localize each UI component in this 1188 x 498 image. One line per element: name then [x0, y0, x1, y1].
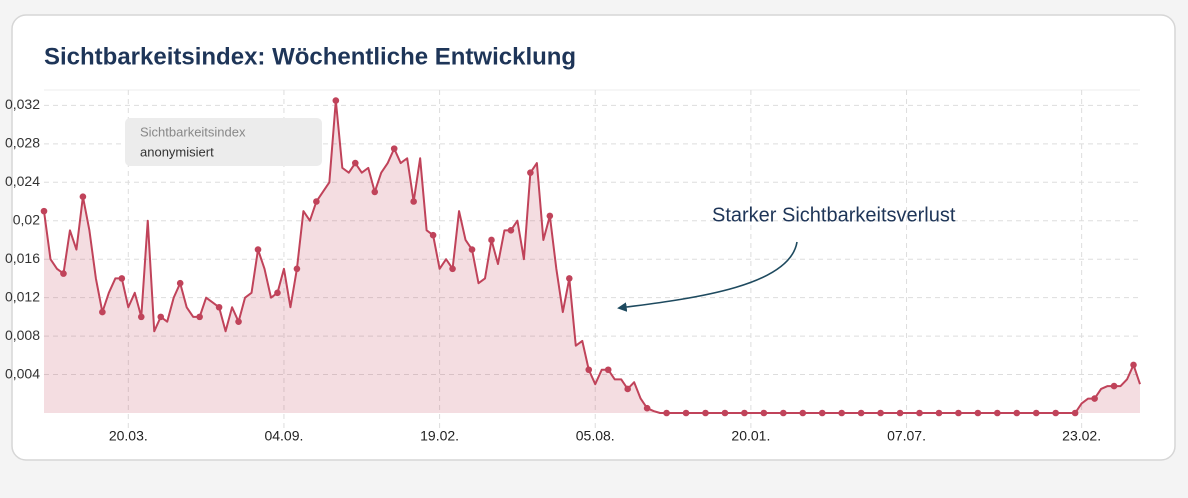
point [760, 409, 768, 417]
legend-label: Sichtbarkeitsindex [140, 124, 246, 139]
point [371, 188, 379, 196]
x-tick-label: 20.03. [109, 428, 148, 444]
point [410, 198, 417, 205]
point [99, 308, 106, 316]
y-tick-label: 0,032 [5, 96, 40, 112]
x-tick-label: 19.02. [420, 428, 459, 444]
point [799, 409, 807, 417]
point [1052, 409, 1059, 417]
y-tick-label: 0,02 [13, 211, 40, 227]
y-tick-label: 0,016 [5, 250, 40, 266]
point [877, 409, 884, 417]
point [838, 409, 845, 417]
point [468, 246, 476, 253]
point [527, 169, 534, 176]
point [488, 236, 495, 244]
x-tick-label: 05.08. [576, 428, 615, 444]
point [896, 409, 904, 417]
x-tick-label: 04.09. [264, 428, 303, 444]
point [332, 97, 340, 104]
y-tick-label: 0,008 [5, 327, 40, 343]
x-tick-label: 07.07. [887, 428, 926, 444]
point [624, 385, 631, 393]
point [1130, 361, 1137, 369]
point [702, 409, 709, 417]
point [721, 409, 729, 417]
point [566, 275, 573, 282]
point [254, 246, 262, 253]
point [546, 212, 554, 220]
y-tick-label: 0,024 [5, 173, 40, 189]
point [274, 289, 281, 297]
point [215, 303, 223, 311]
x-tick-label: 20.01. [731, 428, 770, 444]
point [741, 409, 748, 417]
point [351, 159, 359, 167]
point [118, 275, 126, 282]
point [974, 409, 982, 417]
point [293, 265, 301, 273]
point [196, 313, 203, 321]
chart-title: Sichtbarkeitsindex: Wöchentliche Entwick… [44, 43, 576, 70]
point [935, 409, 943, 417]
x-tick-label: 23.02. [1062, 428, 1101, 444]
point [313, 198, 320, 205]
point [137, 313, 145, 321]
point [1071, 409, 1079, 417]
point [79, 193, 87, 201]
point [390, 145, 398, 152]
point [235, 318, 242, 325]
point [1013, 409, 1021, 417]
point [857, 409, 865, 417]
point [449, 265, 456, 273]
point [955, 409, 962, 417]
point [585, 366, 593, 374]
point [994, 409, 1001, 417]
point [40, 207, 48, 215]
point [818, 409, 826, 417]
y-tick-label: 0,004 [5, 365, 40, 381]
y-tick-label: 0,012 [5, 288, 40, 304]
annotation: Starker Sichtbarkeitsverlust [712, 204, 956, 226]
point [60, 270, 67, 277]
point [604, 366, 612, 374]
y-tick-label: 0,028 [5, 135, 40, 151]
point [507, 227, 515, 234]
annotation-arrow [617, 241, 798, 312]
point [1110, 382, 1118, 390]
point [780, 409, 787, 417]
point [176, 279, 184, 287]
legend-box [125, 118, 322, 166]
point [643, 404, 651, 412]
point [682, 409, 690, 417]
point [916, 409, 923, 417]
point [157, 313, 165, 321]
point [1091, 395, 1098, 402]
point [663, 409, 670, 417]
point [1032, 409, 1040, 417]
legend-note: anonymisiert [140, 144, 214, 159]
point [429, 231, 437, 239]
area [44, 100, 1140, 413]
